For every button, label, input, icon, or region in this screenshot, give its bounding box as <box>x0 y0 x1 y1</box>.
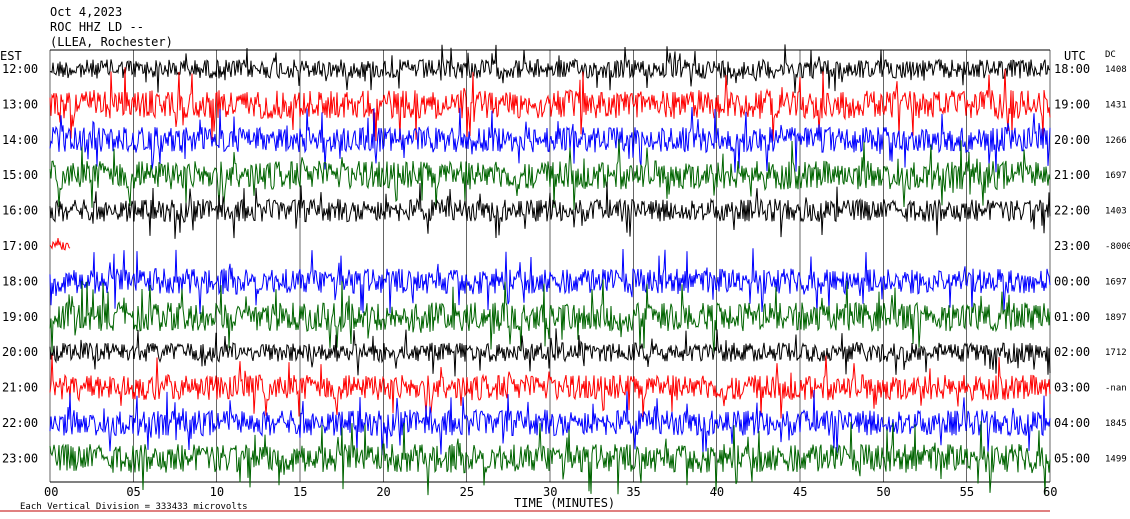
x-tick-label: 45 <box>793 485 807 499</box>
header-location: (LLEA, Rochester) <box>50 35 173 49</box>
label-group: 00 05 10 15 20 25 30 35 40 45 50 55 60 12:00 18:00 1408… <box>2 62 1130 499</box>
utc-tick-label: 05:00 <box>1054 451 1090 465</box>
x-tick-label: 50 <box>876 485 890 499</box>
est-tick-label: 14:00 <box>2 133 38 147</box>
utc-tick-label: 03:00 <box>1054 381 1090 395</box>
dc-value: 1266 <box>1105 136 1127 146</box>
right-axis-label: UTC <box>1064 49 1086 63</box>
est-tick-label: 12:00 <box>2 62 38 76</box>
trace-2100 <box>49 355 1051 419</box>
dc-value: 1712 <box>1105 348 1127 358</box>
est-tick-label: 22:00 <box>2 416 38 430</box>
x-tick-label: 55 <box>960 485 974 499</box>
x-tick-label: 10 <box>210 485 224 499</box>
plot-grid <box>0 49 1051 512</box>
trace-2000 <box>49 328 1051 377</box>
x-tick-label: 30 <box>543 485 557 499</box>
trace-1200 <box>49 44 1051 94</box>
trace-2200 <box>49 389 1051 456</box>
trace-2300 <box>49 421 1051 496</box>
dc-value: 1431 <box>1105 100 1127 110</box>
x-tick-label: 00 <box>44 485 58 499</box>
utc-tick-label: 20:00 <box>1054 133 1090 147</box>
dc-value: 1408 <box>1105 65 1127 75</box>
dc-value: 1499 <box>1105 454 1127 464</box>
trace-1400 <box>49 106 1051 173</box>
x-tick-label: 35 <box>626 485 640 499</box>
est-tick-label: 15:00 <box>2 168 38 182</box>
est-tick-label: 13:00 <box>2 97 38 111</box>
dc-column-label: DC <box>1105 50 1116 60</box>
scale-footer: Each Vertical Division = 333433 microvol… <box>20 502 248 512</box>
trace-1600 <box>49 181 1051 239</box>
utc-tick-label: 23:00 <box>1054 239 1090 253</box>
utc-tick-label: 01:00 <box>1054 310 1090 324</box>
dc-value: 1697 <box>1105 171 1127 181</box>
trace-1700 <box>49 238 71 251</box>
est-tick-label: 17:00 <box>2 239 38 253</box>
x-axis-label: TIME (MINUTES) <box>514 496 615 510</box>
utc-tick-label: 22:00 <box>1054 204 1090 218</box>
dc-value: 1897 <box>1105 313 1127 323</box>
est-tick-label: 18:00 <box>2 274 38 288</box>
est-tick-label: 23:00 <box>2 451 38 465</box>
dc-value: 1845 <box>1105 419 1127 429</box>
est-tick-label: 21:00 <box>2 381 38 395</box>
trace-1800 <box>49 248 1051 315</box>
trace-group <box>49 44 1051 496</box>
dc-value: -nan <box>1105 384 1127 394</box>
x-tick-label: 25 <box>460 485 474 499</box>
x-tick-label: 05 <box>126 485 140 499</box>
header-date: Oct 4,2023 <box>50 5 122 19</box>
est-tick-label: 19:00 <box>2 310 38 324</box>
dc-value: 1697 <box>1105 277 1127 287</box>
utc-tick-label: 04:00 <box>1054 416 1090 430</box>
header-station: ROC HHZ LD -- <box>50 20 144 34</box>
x-tick-label: 20 <box>376 485 390 499</box>
utc-tick-label: 02:00 <box>1054 345 1090 359</box>
est-tick-label: 20:00 <box>2 345 38 359</box>
dc-value: -800000 <box>1105 242 1130 252</box>
est-tick-label: 16:00 <box>2 204 38 218</box>
utc-tick-label: 18:00 <box>1054 62 1090 76</box>
utc-tick-label: 19:00 <box>1054 97 1090 111</box>
dc-value: 1403 <box>1105 207 1127 217</box>
utc-tick-label: 21:00 <box>1054 168 1090 182</box>
trace-1900 <box>49 279 1051 354</box>
x-tick-label: 40 <box>710 485 724 499</box>
trace-1300 <box>49 67 1051 142</box>
left-axis-label: EST <box>0 49 22 63</box>
trace-1500 <box>49 139 1051 210</box>
x-tick-label: 15 <box>293 485 307 499</box>
utc-tick-label: 00:00 <box>1054 274 1090 288</box>
x-tick-label: 60 <box>1043 485 1057 499</box>
